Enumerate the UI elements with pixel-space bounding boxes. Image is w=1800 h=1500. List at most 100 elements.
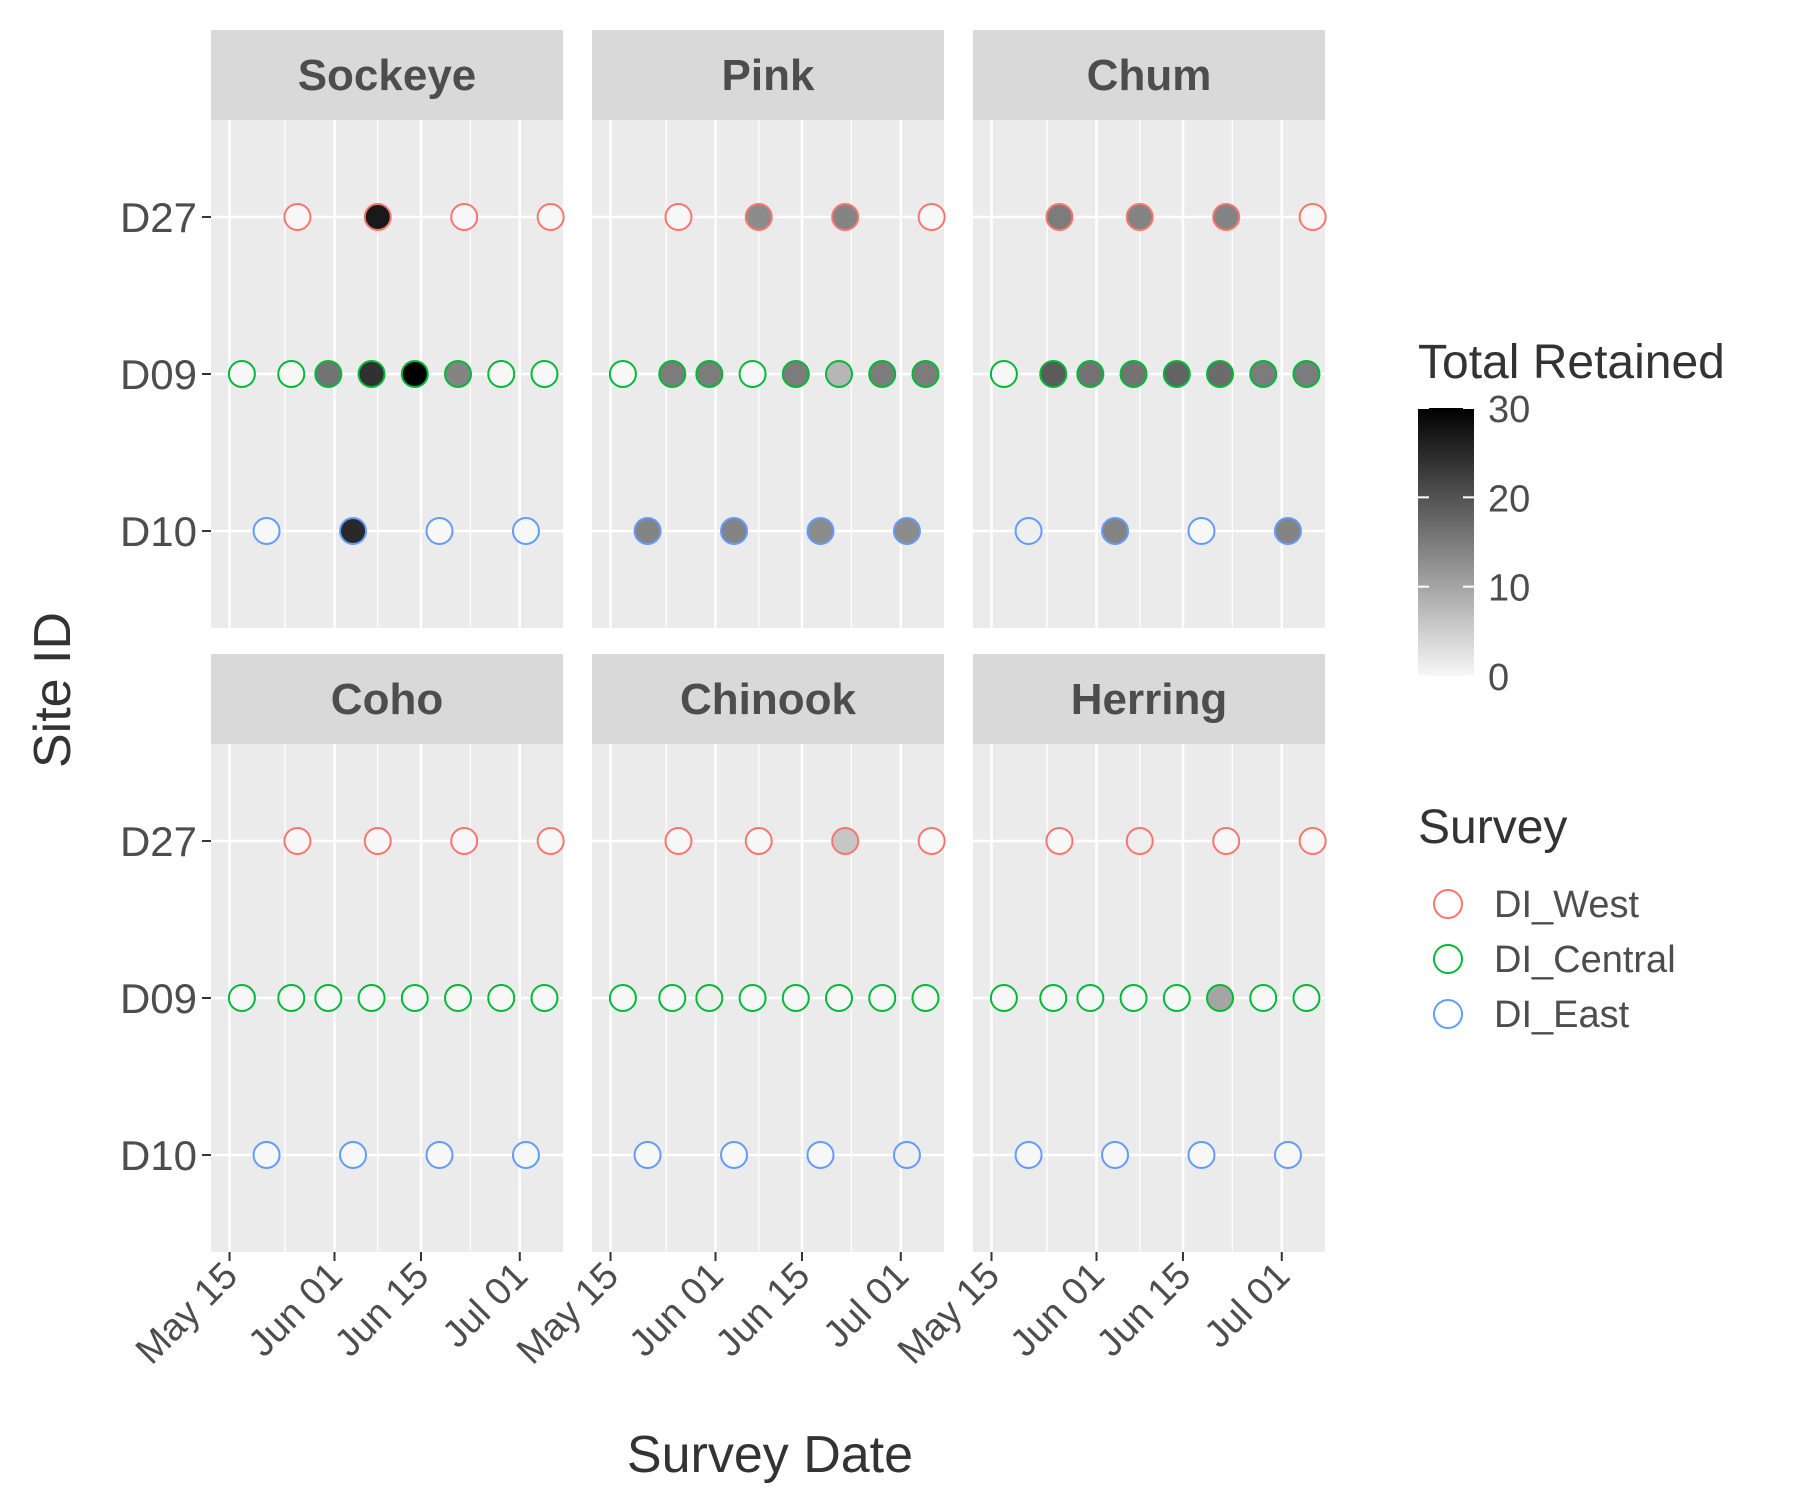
data-point: [530, 360, 559, 388]
data-point: [1292, 360, 1321, 388]
data-point: [1014, 1141, 1043, 1170]
data-point: [1162, 360, 1191, 388]
x-tick-label: May 15: [890, 1255, 1008, 1373]
data-point: [530, 984, 559, 1012]
y-axis-title: Site ID: [24, 612, 82, 768]
data-point: [738, 984, 767, 1012]
data-point: [664, 202, 693, 231]
survey-legend-title: Survey: [1418, 801, 1567, 854]
x-tick-label: May 15: [509, 1255, 627, 1373]
colorbar-tick-label: 20: [1488, 478, 1530, 520]
data-point: [277, 984, 306, 1012]
data-point: [781, 984, 810, 1012]
colorbar: [1418, 408, 1474, 676]
data-point: [917, 202, 946, 231]
data-point: [339, 1141, 368, 1170]
facet-title: Chinook: [680, 675, 857, 724]
data-point: [695, 360, 724, 388]
data-point: [658, 360, 687, 388]
facet-strip: [973, 654, 1325, 744]
facet-strip: [592, 654, 944, 744]
data-point: [357, 360, 386, 388]
data-point: [781, 360, 810, 388]
data-point: [1039, 984, 1068, 1012]
data-point: [511, 517, 540, 546]
x-tick-label: Jun 15: [327, 1255, 437, 1365]
data-point: [314, 984, 343, 1012]
facet-strip: [211, 30, 563, 120]
data-point: [487, 984, 516, 1012]
data-point: [1045, 202, 1074, 231]
colorbar-tick-label: 10: [1488, 568, 1530, 610]
facet-strip: [211, 654, 563, 744]
data-point: [400, 984, 429, 1012]
data-point: [989, 984, 1018, 1012]
x-axis-title: Survey Date: [627, 1426, 913, 1484]
data-point: [664, 826, 693, 855]
data-point: [720, 517, 749, 546]
data-point: [1076, 360, 1105, 388]
data-point: [1249, 984, 1278, 1012]
data-point: [283, 202, 312, 231]
data-point: [444, 360, 473, 388]
data-point: [738, 360, 767, 388]
data-point: [1039, 360, 1068, 388]
x-tick-label: Jun 15: [708, 1255, 818, 1365]
survey-legend-key: [1433, 999, 1463, 1029]
data-point: [1298, 826, 1327, 855]
data-point: [339, 517, 368, 546]
data-point: [1119, 984, 1148, 1012]
data-point: [227, 984, 256, 1012]
data-point: [450, 202, 479, 231]
data-point: [1206, 984, 1235, 1012]
data-point: [1076, 984, 1105, 1012]
data-point: [831, 202, 860, 231]
data-point: [1125, 202, 1154, 231]
data-point: [425, 517, 454, 546]
data-point: [744, 202, 773, 231]
data-point: [536, 202, 565, 231]
x-tick-label: May 15: [128, 1255, 246, 1373]
data-point: [1273, 517, 1302, 546]
data-point: [1119, 360, 1148, 388]
data-point: [511, 1141, 540, 1170]
data-point: [720, 1141, 749, 1170]
data-point: [825, 360, 854, 388]
data-point: [1101, 1141, 1130, 1170]
data-point: [1101, 517, 1130, 546]
data-point: [1292, 984, 1321, 1012]
data-point: [825, 984, 854, 1012]
x-tick-label: Jun 01: [621, 1255, 731, 1365]
data-point: [806, 1141, 835, 1170]
data-point: [227, 360, 256, 388]
y-tick-label: D09: [120, 351, 197, 398]
legends: Total Retained Survey 0 10 20 30 DI_West DI_C…: [1418, 336, 1725, 1036]
data-point: [1212, 826, 1241, 855]
data-point: [357, 984, 386, 1012]
data-point: [536, 826, 565, 855]
data-point: [633, 517, 662, 546]
y-tick-label: D27: [120, 194, 197, 241]
data-point: [1298, 202, 1327, 231]
x-tick-label: Jun 01: [240, 1255, 350, 1365]
colorbar-tick-label: 30: [1488, 389, 1530, 431]
facet-panels: Sockeye D10 D09 D27 Pink Chum Coho D10 D09 D27 May…: [120, 30, 1327, 1373]
survey-legend-key: [1433, 889, 1463, 919]
data-point: [831, 826, 860, 855]
data-point: [989, 360, 1018, 388]
data-point: [911, 984, 940, 1012]
data-point: [1212, 202, 1241, 231]
data-point: [400, 360, 429, 388]
facet-strip: [973, 30, 1325, 120]
facet-chum: Chum: [973, 30, 1327, 628]
facet-title: Sockeye: [298, 51, 477, 100]
x-tick-label: Jun 01: [1002, 1255, 1112, 1365]
facet-sockeye: Sockeye D10 D09 D27: [120, 30, 565, 628]
data-point: [487, 360, 516, 388]
survey-legend-label: DI_Central: [1494, 939, 1676, 981]
data-point: [917, 826, 946, 855]
data-point: [1273, 1141, 1302, 1170]
